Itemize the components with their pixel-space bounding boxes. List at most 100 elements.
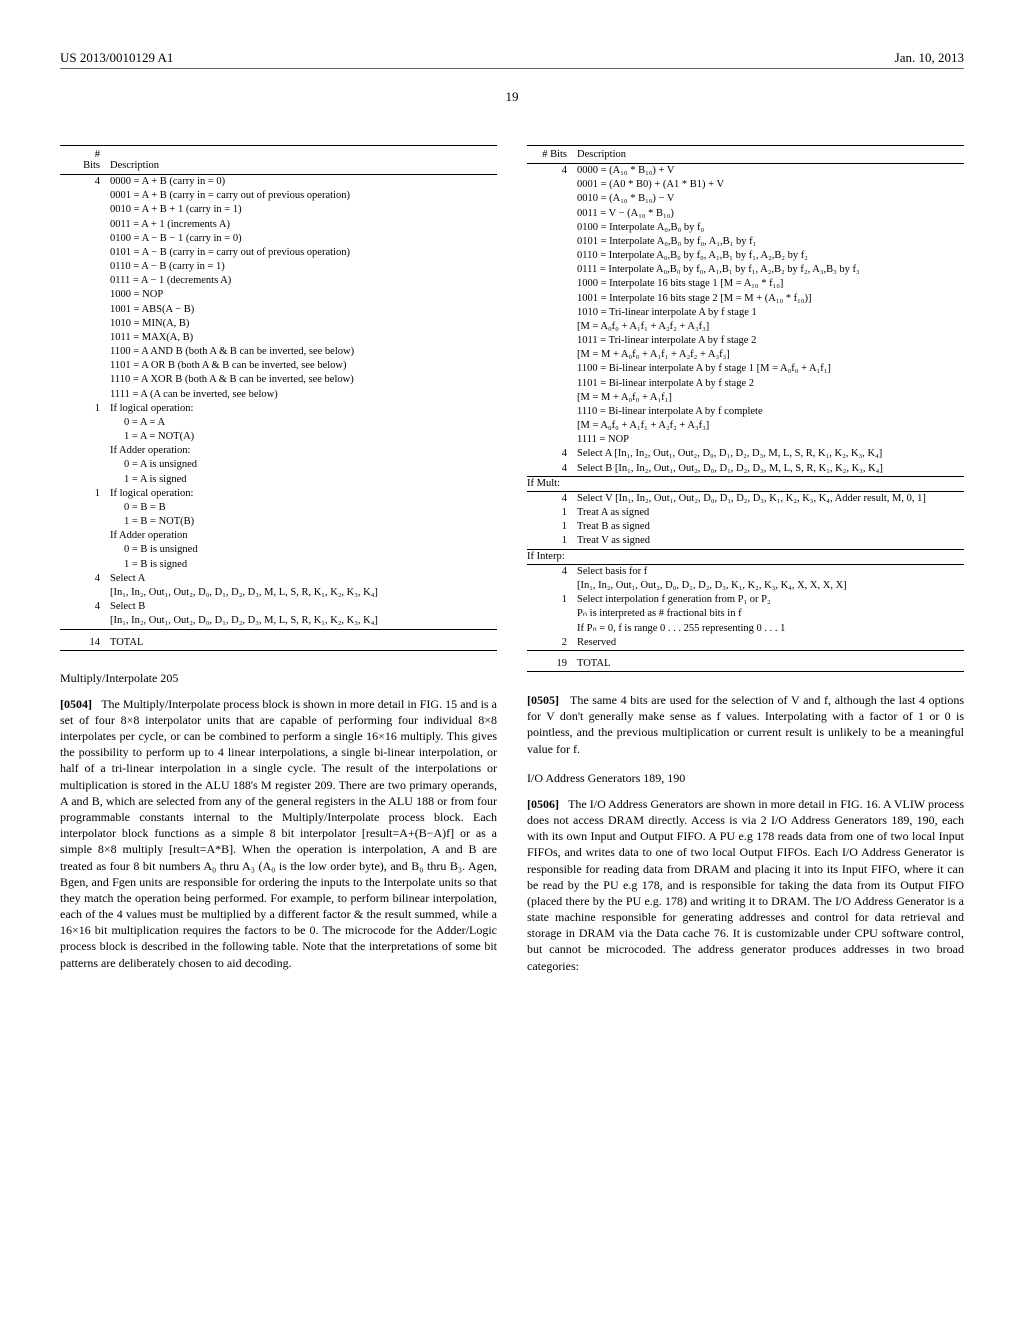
desc-cell: Treat V as signed <box>577 534 964 549</box>
bits-cell: 1 <box>527 534 577 549</box>
desc-cell: 0100 = Interpolate A₀,B₀ by f₀ <box>577 221 964 235</box>
bits-cell <box>527 306 577 320</box>
desc-cell: 1001 = ABS(A − B) <box>110 303 497 317</box>
bits-cell <box>527 362 577 376</box>
table-row: 1If logical operation: <box>60 487 497 501</box>
desc-cell: 0 = A = A <box>110 416 497 430</box>
table-row: 1010 = MIN(A, B) <box>60 317 497 331</box>
desc-cell: 0000 = (A₁₀ * B₁₀) + V <box>577 164 964 179</box>
table-row: [M = A₀f₀ + A₁f₁ + A₂f₂ + A₃f₃] <box>527 320 964 334</box>
desc-cell: Select B [In₁, In₂, Out₁, Out₂, D₀, D₁, … <box>577 462 964 477</box>
desc-cell: 0 = B is unsigned <box>110 543 497 557</box>
bits-cell <box>60 501 110 515</box>
table-row: 0011 = V − (A₁₀ * B₁₀) <box>527 207 964 221</box>
bits-cell: 4 <box>527 164 577 179</box>
bits-cell <box>527 221 577 235</box>
bits-cell <box>60 288 110 302</box>
total-label: TOTAL <box>577 651 964 672</box>
table-row: [In₁, In₂, Out₁, Out₂, D₀, D₁, D₂, D₃, M… <box>60 586 497 600</box>
bits-cell <box>60 444 110 458</box>
para-text: The same 4 bits are used for the selecti… <box>527 693 964 756</box>
desc-cell: 0111 = Interpolate A₀,B₀ by f₀, A₁,B₁ by… <box>577 263 964 277</box>
bits-cell <box>60 529 110 543</box>
bits-cell <box>60 317 110 331</box>
desc-cell: 0100 = A − B − 1 (carry in = 0) <box>110 232 497 246</box>
bits-cell <box>527 292 577 306</box>
table-row: 1001 = Interpolate 16 bits stage 2 [M = … <box>527 292 964 306</box>
desc-cell: 1010 = MIN(A, B) <box>110 317 497 331</box>
bits-cell <box>60 260 110 274</box>
bits-cell <box>527 334 577 348</box>
bits-cell <box>60 430 110 444</box>
desc-cell: 0001 = A + B (carry in = carry out of pr… <box>110 189 497 203</box>
col-header-desc: Description <box>577 146 964 164</box>
table-row: 40000 = A + B (carry in = 0) <box>60 175 497 190</box>
desc-cell: [In₁, In₂, Out₁, Out₂, D₀, D₁, D₂, D₃, M… <box>110 586 497 600</box>
desc-cell: Select basis for f <box>577 565 964 579</box>
desc-cell: 1110 = Bi-linear interpolate A by f comp… <box>577 405 964 419</box>
bits-cell <box>60 359 110 373</box>
table-row: 0010 = (A₁₀ * B₁₀) − V <box>527 192 964 206</box>
bits-cell: 4 <box>60 175 110 190</box>
desc-cell: 1 = B = NOT(B) <box>110 515 497 529</box>
table-row: 1110 = A XOR B (both A & B can be invert… <box>60 373 497 387</box>
desc-cell: If logical operation: <box>110 487 497 501</box>
bits-cell <box>60 303 110 317</box>
para-text: The I/O Address Generators are shown in … <box>527 797 964 973</box>
table-row: 0110 = A − B (carry in = 1) <box>60 260 497 274</box>
bits-cell <box>527 433 577 447</box>
total-bits: 19 <box>527 651 577 672</box>
table-row: 1110 = Bi-linear interpolate A by f comp… <box>527 405 964 419</box>
table-row: 1If logical operation: <box>60 402 497 416</box>
section-title-io: I/O Address Generators 189, 190 <box>527 771 964 786</box>
table-row: If Adder operation: <box>60 444 497 458</box>
table-row: 1111 = NOP <box>527 433 964 447</box>
table-row: 4Select basis for f <box>527 565 964 579</box>
desc-cell: 1010 = Tri-linear interpolate A by f sta… <box>577 306 964 320</box>
table-row: 4Select B [In₁, In₂, Out₁, Out₂, D₀, D₁,… <box>527 462 964 477</box>
desc-cell: 0111 = A − 1 (decrements A) <box>110 274 497 288</box>
bits-cell <box>60 218 110 232</box>
bits-cell <box>527 405 577 419</box>
para-text: The Multiply/Interpolate process block i… <box>60 697 497 970</box>
table-row: 0101 = A − B (carry in = carry out of pr… <box>60 246 497 260</box>
page-number: 19 <box>60 89 964 105</box>
desc-cell: 1101 = A OR B (both A & B can be inverte… <box>110 359 497 373</box>
table-row: 0110 = Interpolate A₀,B₀ by f₀, A₁,B₁ by… <box>527 249 964 263</box>
bits-cell <box>60 416 110 430</box>
bits-cell <box>527 622 577 636</box>
total-bits: 14 <box>60 630 110 651</box>
table-row: 1011 = Tri-linear interpolate A by f sta… <box>527 334 964 348</box>
para-0505: [0505] The same 4 bits are used for the … <box>527 692 964 757</box>
bits-cell <box>527 348 577 362</box>
bits-cell <box>527 178 577 192</box>
table-row: 4Select V [In₁, In₂, Out₁, Out₂, D₀, D₁,… <box>527 492 964 506</box>
table-row: 0 = A = A <box>60 416 497 430</box>
bits-cell <box>60 543 110 557</box>
table-row: 1101 = Bi-linear interpolate A by f stag… <box>527 377 964 391</box>
bits-cell: 4 <box>527 492 577 506</box>
bits-cell <box>527 579 577 593</box>
table-row: If Pₙ = 0, f is range 0 . . . 255 repres… <box>527 622 964 636</box>
bits-cell <box>527 207 577 221</box>
table-row: 4Select A [In₁, In₂, Out₁, Out₂, D₀, D₁,… <box>527 447 964 461</box>
table-row: 0101 = Interpolate A₀,B₀ by f₀, A₁,B₁ by… <box>527 235 964 249</box>
bits-cell <box>60 203 110 217</box>
table-row: 1 = A is signed <box>60 473 497 487</box>
table-row: 4Select B <box>60 600 497 614</box>
para-num: [0504] <box>60 697 92 711</box>
desc-cell: 1111 = A (A can be inverted, see below) <box>110 388 497 402</box>
publication-date: Jan. 10, 2013 <box>895 50 964 66</box>
desc-cell: Treat B as signed <box>577 520 964 534</box>
section-label: If Interp: <box>527 550 577 565</box>
bits-cell <box>60 246 110 260</box>
desc-cell: 1111 = NOP <box>577 433 964 447</box>
desc-cell: 0010 = A + B + 1 (carry in = 1) <box>110 203 497 217</box>
bits-cell: 1 <box>60 487 110 501</box>
table-row: 1100 = Bi-linear interpolate A by f stag… <box>527 362 964 376</box>
bits-cell <box>60 515 110 529</box>
desc-cell: 1 = A is signed <box>110 473 497 487</box>
bits-cell <box>60 232 110 246</box>
desc-cell: 0000 = A + B (carry in = 0) <box>110 175 497 190</box>
bits-cell: 1 <box>527 593 577 607</box>
